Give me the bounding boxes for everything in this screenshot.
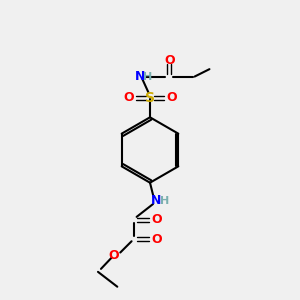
Text: O: O	[123, 92, 134, 104]
Text: O: O	[151, 213, 162, 226]
Text: O: O	[151, 233, 162, 246]
Text: O: O	[108, 249, 119, 262]
Text: O: O	[167, 92, 177, 104]
Text: N: N	[151, 194, 161, 207]
Text: N: N	[134, 70, 145, 83]
Text: H: H	[160, 196, 169, 206]
Text: H: H	[143, 72, 152, 82]
Text: S: S	[145, 91, 155, 105]
Text: O: O	[164, 54, 175, 67]
